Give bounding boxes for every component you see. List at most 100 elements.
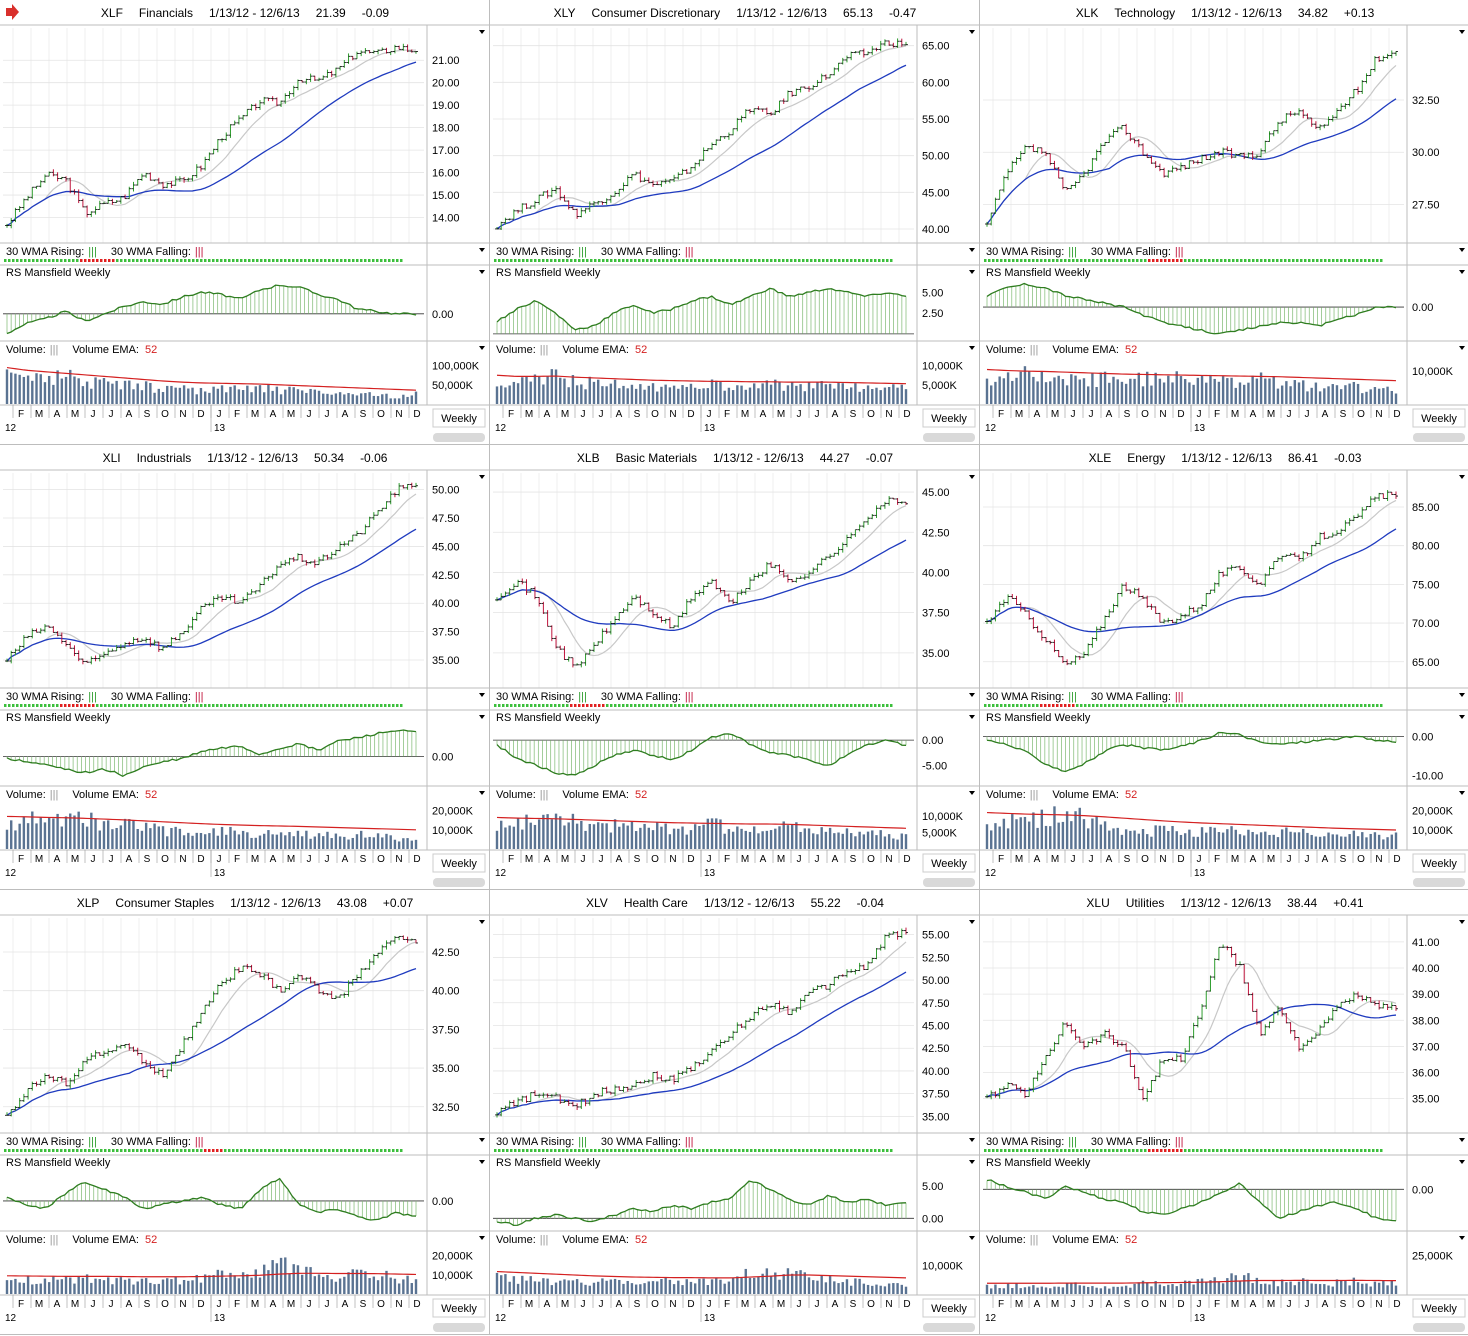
month-label: M: [1267, 854, 1275, 865]
rs-label: RS Mansfield Weekly: [986, 267, 1091, 279]
price-bar: [401, 484, 406, 489]
volume-menu-caret-icon[interactable]: [479, 346, 485, 350]
wma-status-dot: [1352, 259, 1355, 262]
price-menu-caret-icon[interactable]: [1459, 30, 1465, 34]
volume-menu-caret-icon[interactable]: [1459, 791, 1465, 795]
price-menu-caret-icon[interactable]: [479, 920, 485, 924]
wma-status-dot: [554, 259, 557, 262]
volume-bar: [681, 826, 684, 849]
volume-menu-caret-icon[interactable]: [969, 791, 975, 795]
wma-status-dot: [276, 704, 279, 707]
volume-bar: [26, 375, 30, 404]
wma-status-dot: [168, 259, 171, 262]
weekly-button-label[interactable]: Weekly: [441, 858, 477, 870]
rs-menu-caret-icon[interactable]: [969, 270, 975, 274]
wma-menu-caret-icon[interactable]: [1459, 693, 1465, 697]
rs-menu-caret-icon[interactable]: [1459, 715, 1465, 719]
price-bar: [1233, 153, 1238, 158]
wma-status-dot: [132, 259, 135, 262]
horizontal-scrollbar[interactable]: [1413, 878, 1465, 887]
weekly-button-label[interactable]: Weekly: [1421, 413, 1457, 425]
wma-status-dot: [84, 259, 87, 262]
volume-menu-caret-icon[interactable]: [479, 791, 485, 795]
wma-menu-caret-icon[interactable]: [969, 248, 975, 252]
rs-menu-caret-icon[interactable]: [1459, 270, 1465, 274]
price-menu-caret-icon[interactable]: [479, 475, 485, 479]
price-menu-caret-icon[interactable]: [969, 475, 975, 479]
wma-status-dot: [240, 259, 243, 262]
wma-status-dot: [1132, 704, 1135, 707]
weekly-button-label[interactable]: Weekly: [931, 413, 967, 425]
price-bar: [1014, 157, 1019, 165]
volume-bar: [1141, 386, 1145, 404]
horizontal-scrollbar[interactable]: [433, 433, 485, 442]
price-bar: [1322, 531, 1327, 540]
volume-bar: [1268, 834, 1271, 849]
wma-status-dot: [1088, 259, 1091, 262]
alert-arrow-icon[interactable]: [6, 4, 19, 20]
volume-bar: [1276, 837, 1280, 849]
weekly-button-frame[interactable]: [432, 408, 486, 428]
price-bar: [1267, 566, 1272, 576]
volume-menu-caret-icon[interactable]: [1459, 346, 1465, 350]
wma-status-dot: [336, 259, 339, 262]
price-bar: [604, 198, 609, 205]
horizontal-scrollbar[interactable]: [433, 878, 485, 887]
month-label: N: [885, 409, 892, 420]
volume-bar: [153, 392, 156, 404]
price-tick-label: 45.00: [922, 187, 950, 199]
weekly-button-frame[interactable]: [1412, 408, 1466, 428]
weekly-button-frame[interactable]: [922, 408, 976, 428]
volume-bar: [1019, 371, 1022, 404]
weekly-period-button[interactable]: Weekly: [432, 853, 486, 873]
weekly-button-frame[interactable]: [432, 853, 486, 873]
weekly-period-button[interactable]: Weekly: [922, 853, 976, 873]
weekly-button-label[interactable]: Weekly: [1421, 858, 1457, 870]
weekly-period-button[interactable]: Weekly: [1412, 853, 1466, 873]
wma-menu-caret-icon[interactable]: [479, 248, 485, 252]
price-bar: [1031, 144, 1036, 152]
horizontal-scrollbar[interactable]: [923, 878, 975, 887]
wma-status-dot: [64, 704, 67, 707]
volume-bar: [1221, 376, 1225, 404]
wma-menu-caret-icon[interactable]: [1459, 248, 1465, 252]
volume-bar: [220, 385, 224, 404]
wma-status-dot: [204, 704, 207, 707]
price-bar: [173, 176, 178, 186]
wma-menu-caret-icon[interactable]: [479, 693, 485, 697]
horizontal-scrollbar[interactable]: [1413, 433, 1465, 442]
weekly-button-label[interactable]: Weekly: [931, 858, 967, 870]
wma-status-dot: [1012, 259, 1015, 262]
volume-bar: [605, 386, 608, 404]
price-bar: [215, 594, 220, 601]
wma-status-dot: [1208, 704, 1211, 707]
rs-menu-caret-icon[interactable]: [479, 715, 485, 719]
price-bar: [1237, 152, 1242, 157]
price-bar: [68, 177, 73, 194]
weekly-period-button[interactable]: Weekly: [432, 408, 486, 428]
weekly-button-label[interactable]: Weekly: [441, 413, 477, 425]
price-bar: [228, 124, 233, 138]
wma-status-dot: [1080, 259, 1083, 262]
volume-bar: [639, 384, 642, 404]
volume-bar: [1390, 834, 1393, 849]
weekly-button-frame[interactable]: [922, 853, 976, 873]
volume-menu-caret-icon[interactable]: [969, 346, 975, 350]
chart-panel-xle: XLE Energy 1/13/12 - 12/6/13 86.41 -0.03 65.0…: [980, 445, 1468, 890]
weekly-period-button[interactable]: Weekly: [1412, 408, 1466, 428]
weekly-period-button[interactable]: Weekly: [922, 408, 976, 428]
price-bar: [861, 521, 866, 528]
price-menu-caret-icon[interactable]: [1459, 475, 1465, 479]
price-bar: [802, 574, 807, 580]
rs-menu-caret-icon[interactable]: [969, 715, 975, 719]
month-label: N: [395, 409, 402, 420]
wma-status-dot: [1204, 704, 1207, 707]
horizontal-scrollbar[interactable]: [923, 433, 975, 442]
price-menu-caret-icon[interactable]: [969, 30, 975, 34]
rs-menu-caret-icon[interactable]: [479, 270, 485, 274]
weekly-button-frame[interactable]: [1412, 853, 1466, 873]
price-menu-caret-icon[interactable]: [479, 30, 485, 34]
year-label-13: 13: [1194, 868, 1206, 879]
wma-status-dot: [1160, 259, 1163, 262]
wma-menu-caret-icon[interactable]: [969, 693, 975, 697]
